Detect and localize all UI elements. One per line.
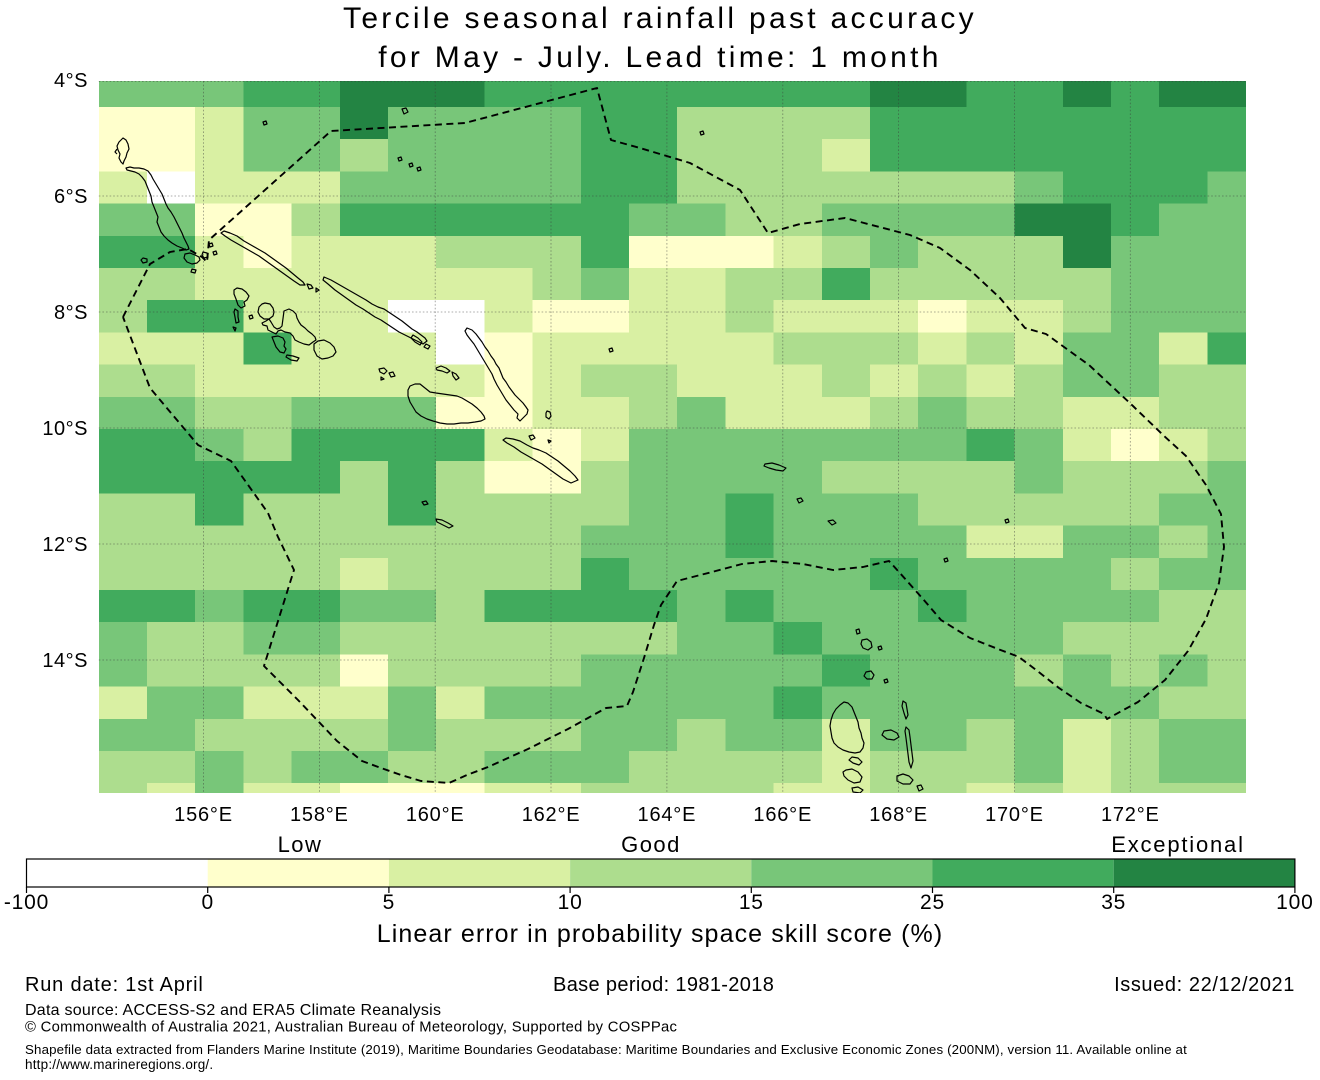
- svg-text:164°E: 164°E: [638, 804, 697, 826]
- svg-text:Linear error in probability sp: Linear error in probability space skill …: [377, 920, 944, 948]
- svg-text:5: 5: [383, 891, 395, 914]
- svg-text:35: 35: [1101, 891, 1126, 914]
- svg-text:0: 0: [201, 891, 213, 914]
- svg-text:162°E: 162°E: [522, 804, 581, 826]
- svg-text:4°S: 4°S: [54, 70, 88, 92]
- svg-text:166°E: 166°E: [753, 804, 812, 826]
- svg-text:15: 15: [739, 891, 764, 914]
- svg-text:25: 25: [920, 891, 945, 914]
- svg-text:14°S: 14°S: [42, 650, 88, 672]
- svg-text:10: 10: [558, 891, 583, 914]
- svg-text:100: 100: [1276, 891, 1313, 914]
- svg-text:6°S: 6°S: [54, 186, 88, 208]
- svg-text:Issued: 22/12/2021: Issued: 22/12/2021: [1114, 974, 1295, 996]
- svg-text:156°E: 156°E: [174, 804, 233, 826]
- svg-text:158°E: 158°E: [290, 804, 349, 826]
- svg-text:Base period: 1981-2018: Base period: 1981-2018: [553, 974, 774, 996]
- svg-text:Run date: 1st April: Run date: 1st April: [25, 974, 204, 996]
- svg-text:12°S: 12°S: [42, 534, 88, 556]
- svg-text:10°S: 10°S: [42, 418, 88, 440]
- svg-text:Low: Low: [278, 832, 323, 857]
- svg-text:172°E: 172°E: [1101, 804, 1160, 826]
- svg-text:© Commonwealth of Australia 20: © Commonwealth of Australia 2021, Austra…: [25, 1020, 678, 1036]
- svg-text:-100: -100: [4, 891, 49, 914]
- svg-text:Good: Good: [621, 832, 681, 857]
- svg-text:170°E: 170°E: [985, 804, 1044, 826]
- svg-text:Shapefile data extracted from: Shapefile data extracted from Flanders M…: [25, 1042, 1187, 1057]
- svg-text:160°E: 160°E: [406, 804, 465, 826]
- svg-text:Exceptional: Exceptional: [1111, 832, 1245, 857]
- svg-text:8°S: 8°S: [54, 302, 88, 324]
- svg-text:for May - July. Lead time: 1 m: for May - July. Lead time: 1 month: [378, 41, 942, 74]
- svg-text:http://www.marineregions.org/.: http://www.marineregions.org/.: [25, 1057, 213, 1072]
- svg-text:Tercile seasonal rainfall past: Tercile seasonal rainfall past accuracy: [343, 2, 977, 35]
- svg-text:168°E: 168°E: [869, 804, 928, 826]
- svg-text:Data source: ACCESS-S2 and ERA: Data source: ACCESS-S2 and ERA5 Climate …: [25, 1002, 441, 1019]
